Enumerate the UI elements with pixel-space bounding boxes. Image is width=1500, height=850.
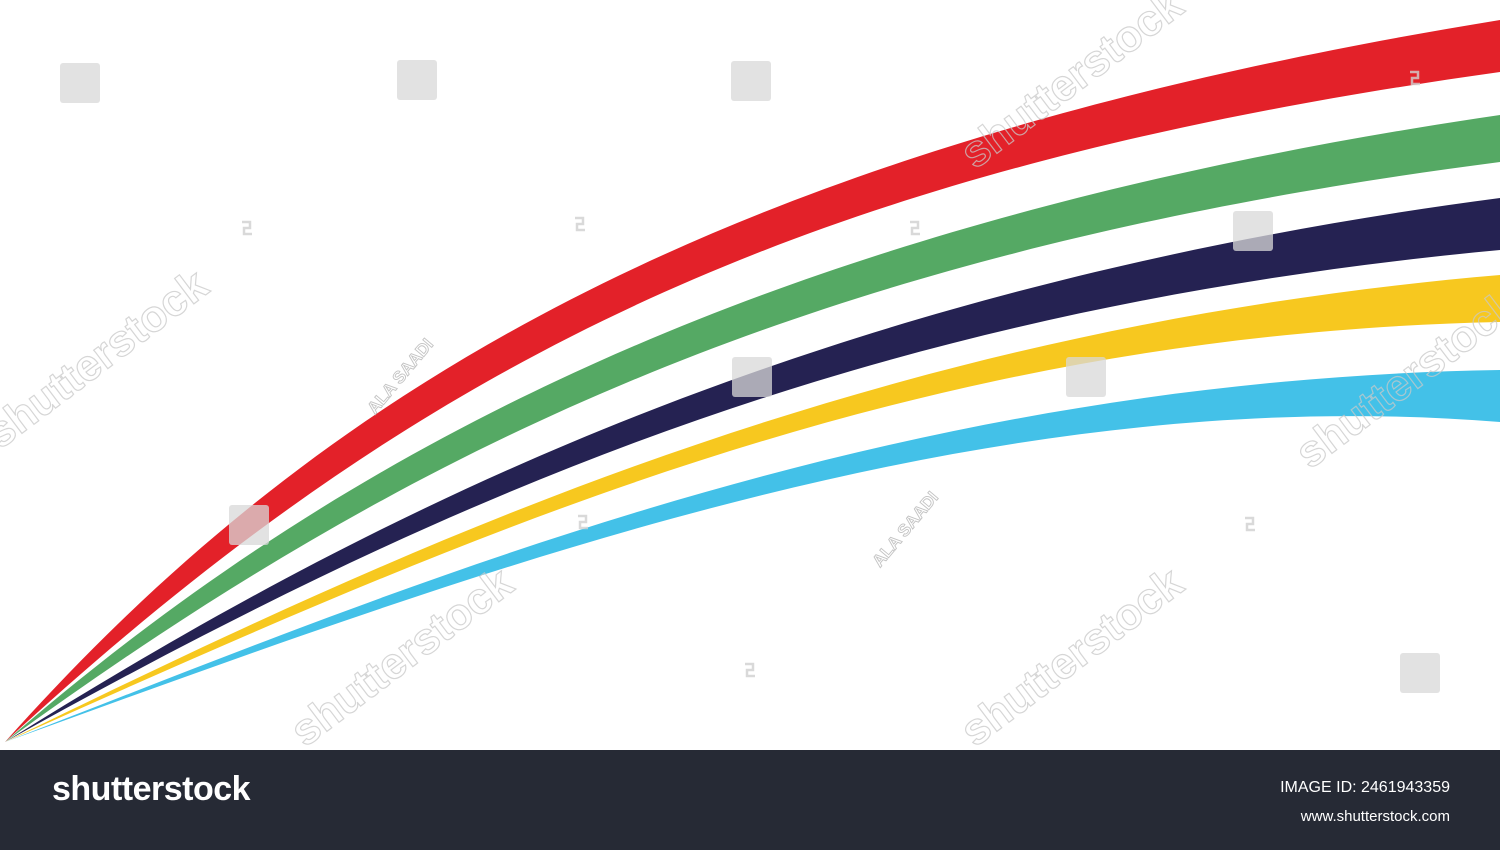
watermark-square-icon <box>732 357 772 397</box>
watermark-author-text: ALA SAADI <box>869 488 943 571</box>
watermark-square-icon <box>731 61 771 101</box>
watermark-square-icon <box>397 60 437 100</box>
image-id-label: IMAGE ID: 2461943359 <box>1280 779 1450 796</box>
watermark-square-icon <box>1233 211 1273 251</box>
watermark-small-icons <box>242 70 1420 678</box>
watermark-icons <box>60 60 1440 693</box>
cyan-band <box>5 370 1500 742</box>
watermark-square-icon <box>229 505 269 545</box>
watermark-square-icon <box>1066 357 1106 397</box>
navy-band <box>5 198 1500 742</box>
watermark-mark-icon <box>745 662 755 678</box>
watermark-square-icon <box>60 63 100 103</box>
watermark-mark-icon <box>578 514 588 530</box>
rainbow-arcs: shutterstock shutterstock shutterstock s… <box>0 0 1500 750</box>
watermark-mark-icon <box>575 216 585 232</box>
watermark-mark-icon <box>1245 516 1255 532</box>
watermark-mark-icon <box>242 220 252 236</box>
image-canvas: shutterstock shutterstock shutterstock s… <box>0 0 1500 750</box>
footer-logo: shutterstock <box>52 770 251 808</box>
watermark-brand-text: shutterstock <box>0 260 217 458</box>
footer-bar <box>0 750 1500 850</box>
watermark-mark-icon <box>910 220 920 236</box>
watermark-brand-text: shutterstock <box>282 558 523 750</box>
watermark-square-icon <box>1400 653 1440 693</box>
green-band <box>5 115 1500 742</box>
red-band <box>5 20 1500 742</box>
footer-url: www.shutterstock.com <box>1300 808 1450 825</box>
watermark-brand-text: shutterstock <box>952 558 1193 750</box>
watermark-mark-icon <box>1410 70 1420 86</box>
yellow-band <box>5 275 1500 742</box>
